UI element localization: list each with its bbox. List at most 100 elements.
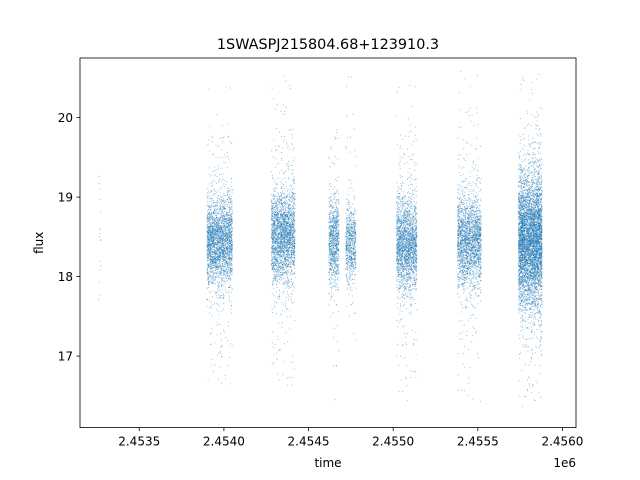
data-point (211, 358, 213, 360)
data-point (223, 227, 225, 229)
data-point (216, 260, 217, 262)
data-point (222, 297, 224, 299)
data-point (285, 263, 287, 264)
data-point (221, 255, 223, 257)
data-point (212, 256, 214, 258)
data-point (223, 273, 225, 275)
data-point (283, 262, 284, 264)
data-point (275, 108, 277, 110)
data-point (275, 210, 277, 212)
data-point (216, 237, 218, 239)
data-point (285, 283, 287, 285)
data-point (271, 209, 273, 211)
data-point (284, 215, 286, 217)
data-point (229, 225, 230, 227)
data-point (228, 290, 230, 292)
data-point (214, 254, 216, 256)
data-point (280, 251, 282, 252)
data-point (231, 249, 233, 251)
data-point (278, 197, 280, 199)
data-point (276, 241, 278, 243)
data-point (230, 261, 232, 263)
data-point (286, 274, 288, 276)
data-point (274, 233, 276, 235)
data-point (218, 297, 220, 299)
data-point (281, 326, 283, 328)
data-point (230, 249, 232, 251)
data-point (283, 240, 284, 242)
data-point (276, 262, 278, 264)
data-point (211, 136, 213, 138)
data-point (212, 226, 214, 228)
data-point (206, 220, 208, 222)
data-point (288, 213, 290, 215)
data-point (216, 303, 218, 305)
data-point (219, 138, 221, 139)
data-point (231, 271, 233, 273)
data-point (275, 243, 277, 245)
data-point (231, 240, 233, 242)
data-point (284, 246, 286, 248)
data-point (225, 226, 227, 228)
data-point (212, 205, 213, 207)
data-point (275, 239, 277, 241)
data-point (208, 251, 210, 253)
data-point (228, 241, 230, 243)
data-point (221, 199, 223, 201)
data-point (212, 225, 214, 227)
data-point (208, 244, 210, 246)
data-point (271, 362, 273, 364)
data-point (222, 259, 224, 261)
data-point (209, 236, 211, 238)
data-point (285, 232, 287, 234)
data-point (283, 211, 285, 213)
data-point (273, 267, 275, 269)
data-point (231, 274, 233, 276)
data-point (279, 218, 281, 220)
data-point (220, 199, 222, 201)
data-point (223, 272, 225, 274)
data-point (215, 259, 217, 261)
data-point (273, 233, 275, 235)
data-point (215, 205, 217, 207)
data-point (273, 198, 275, 200)
data-point (283, 254, 285, 256)
data-point (273, 214, 275, 216)
data-point (279, 248, 281, 250)
data-point (290, 250, 292, 252)
data-point (229, 259, 231, 261)
data-point (227, 272, 229, 274)
data-point (272, 206, 274, 208)
data-point (282, 213, 284, 214)
data-point (227, 270, 229, 272)
data-point (274, 237, 276, 239)
data-point (206, 188, 208, 190)
data-point (212, 240, 214, 242)
data-point (100, 264, 102, 266)
data-point (290, 232, 292, 233)
data-point (282, 293, 284, 295)
data-point (223, 201, 225, 203)
data-point (276, 163, 278, 165)
data-point (284, 259, 285, 261)
data-point (231, 258, 232, 260)
data-point (207, 206, 209, 207)
data-point (208, 254, 210, 255)
data-point (99, 228, 101, 230)
data-point (220, 229, 222, 231)
data-point (281, 236, 283, 238)
data-point (208, 246, 210, 248)
data-point (286, 308, 288, 309)
data-point (216, 267, 218, 269)
data-point (285, 207, 287, 209)
data-point (222, 256, 224, 258)
data-point (210, 301, 212, 303)
data-point (214, 266, 216, 268)
data-point (289, 244, 291, 246)
data-point (282, 374, 284, 376)
data-point (291, 246, 293, 248)
data-point (229, 199, 231, 201)
data-point (274, 261, 276, 263)
data-point (274, 229, 276, 231)
